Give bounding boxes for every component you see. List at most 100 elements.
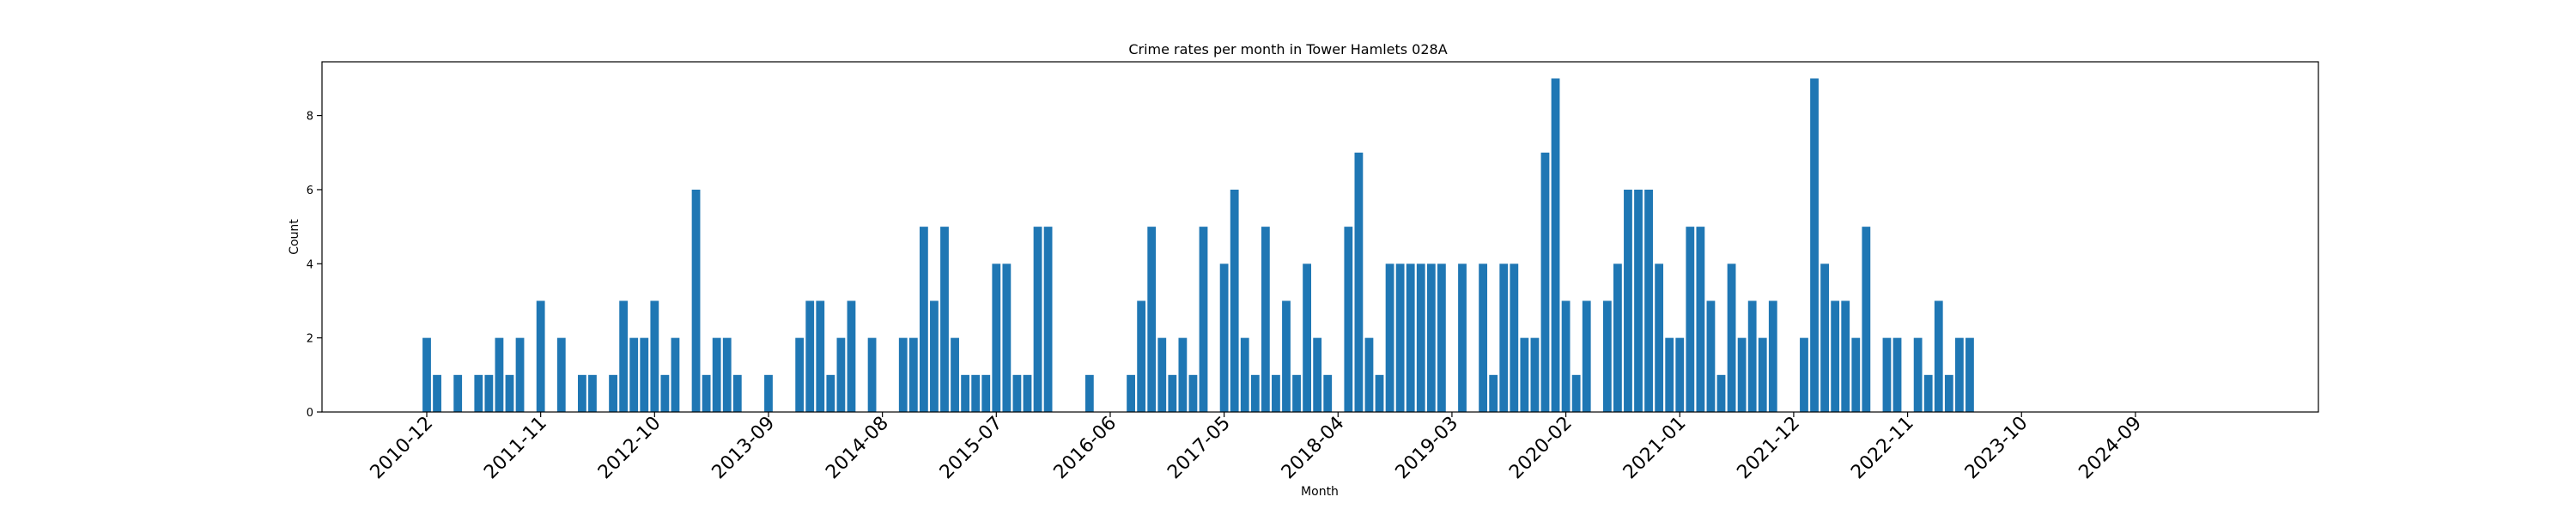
bar (919, 227, 928, 412)
bar (1675, 337, 1685, 412)
x-tick-label: 2013-09 (708, 413, 780, 484)
y-tick-label: 4 (307, 258, 313, 271)
bar (1747, 300, 1757, 412)
bar (805, 300, 815, 412)
bar (992, 264, 1001, 412)
bar (453, 374, 463, 412)
bar (1043, 227, 1053, 412)
y-tick-label: 2 (307, 333, 313, 346)
bar (474, 374, 483, 412)
bar (1199, 227, 1208, 412)
bar (619, 300, 629, 412)
x-tick-label: 2021-01 (1619, 413, 1691, 484)
bar (1965, 337, 1974, 412)
bar (1944, 374, 1953, 412)
bar (816, 300, 825, 412)
bar (971, 374, 981, 412)
bar (1023, 374, 1032, 412)
bar (1157, 337, 1167, 412)
bar (1406, 264, 1415, 412)
bar (1841, 300, 1850, 412)
bar (640, 337, 649, 412)
bar (1230, 189, 1239, 412)
bar (671, 337, 680, 412)
bar (764, 374, 773, 412)
bar (1893, 337, 1902, 412)
x-tick-label: 2012-10 (594, 413, 665, 484)
bar (1416, 264, 1425, 412)
bar (702, 374, 711, 412)
x-tick-label: 2021-12 (1733, 413, 1804, 484)
bar (609, 374, 617, 412)
bar (961, 374, 970, 412)
bar (1862, 227, 1871, 412)
x-tick-label: 2017-05 (1163, 413, 1235, 484)
bar (536, 300, 545, 412)
x-axis-label: Month (1301, 485, 1339, 499)
bar (1602, 300, 1612, 412)
bars-group (422, 78, 1974, 413)
bar (1188, 374, 1198, 412)
bar (940, 227, 949, 412)
bar (515, 337, 525, 412)
bar (1613, 264, 1622, 412)
bar (1385, 264, 1394, 412)
bar (981, 374, 991, 412)
bar (1655, 264, 1664, 412)
bar (1178, 337, 1188, 412)
bar (1426, 264, 1436, 412)
bar (1561, 300, 1571, 412)
bar (1489, 374, 1498, 412)
bar (1323, 374, 1333, 412)
bar (1240, 337, 1249, 412)
bar (951, 337, 959, 412)
bar (1551, 78, 1560, 413)
y-axis: 0 2 4 6 8 (307, 111, 322, 420)
bar (1375, 374, 1384, 412)
bar (691, 189, 701, 412)
bar (1282, 300, 1291, 412)
bar (847, 300, 856, 412)
x-tick-label: 2020-02 (1505, 413, 1577, 484)
bar (1582, 300, 1591, 412)
x-tick-label: 2023-10 (1961, 413, 2032, 484)
y-tick-label: 0 (307, 407, 313, 420)
bar (588, 374, 597, 412)
x-tick-label: 2016-06 (1050, 413, 1121, 484)
x-tick-label: 2024-09 (2075, 413, 2146, 484)
bar (1499, 264, 1509, 412)
bar (556, 337, 566, 412)
bar (1686, 227, 1695, 412)
bar (1934, 300, 1943, 412)
bar (836, 337, 846, 412)
plot-frame (321, 61, 2319, 413)
x-tick-label: 2022-11 (1847, 413, 1918, 484)
bar (1012, 374, 1022, 412)
bar (1820, 264, 1829, 412)
bar (1219, 264, 1229, 412)
bar (1706, 300, 1716, 412)
bar (1810, 78, 1819, 413)
x-tick-label: 2014-08 (822, 413, 893, 484)
bar (1923, 374, 1933, 412)
bar (1313, 337, 1322, 412)
bar (732, 374, 742, 412)
bar (422, 337, 431, 412)
bar (1851, 337, 1861, 412)
bar (1716, 374, 1726, 412)
y-axis-label: Count (288, 219, 301, 255)
bar (867, 337, 877, 412)
bar (1250, 374, 1260, 412)
bar (1437, 264, 1446, 412)
bar (1458, 264, 1467, 412)
bar (722, 337, 732, 412)
bar (1147, 227, 1157, 412)
bar (1634, 189, 1643, 412)
bar (1364, 337, 1374, 412)
bar (795, 337, 805, 412)
bar (1520, 337, 1529, 412)
bar (1344, 227, 1353, 412)
bar (1303, 264, 1311, 412)
bar (1954, 337, 1964, 412)
